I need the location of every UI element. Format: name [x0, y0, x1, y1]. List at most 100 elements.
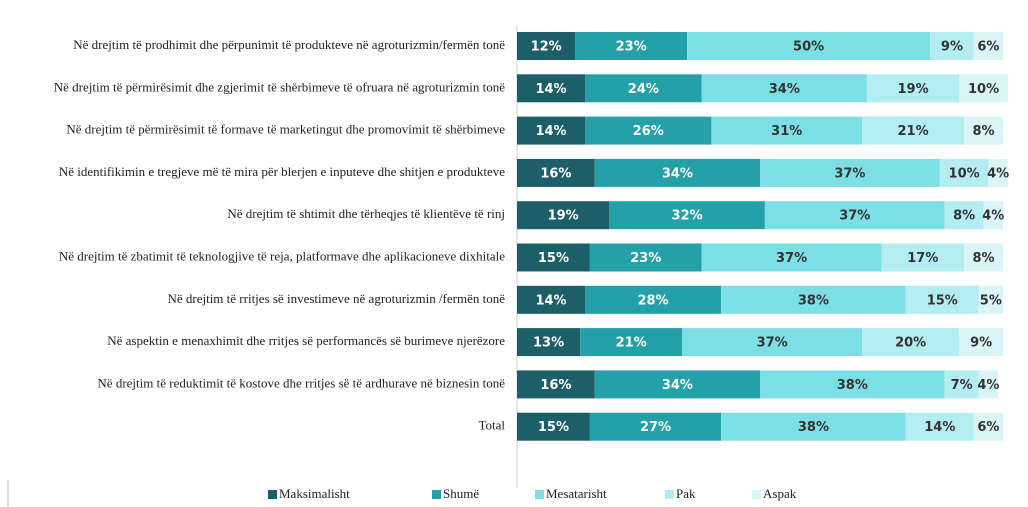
value-label: 6% [977, 420, 999, 435]
bar-segment [905, 412, 974, 441]
bar-segment [930, 32, 974, 60]
value-label: 16% [540, 166, 571, 181]
legend-label: Shumë [443, 486, 479, 501]
bar-segment [517, 243, 590, 272]
bar-segment [939, 158, 989, 187]
legend-swatch [432, 490, 441, 499]
bar-segment [721, 412, 906, 441]
bar-segment [959, 328, 1003, 357]
bar-segment [589, 243, 702, 272]
bar-segment [517, 116, 586, 145]
bar-segment [760, 370, 945, 399]
bar-segment [585, 116, 712, 145]
bar-segment [978, 285, 1003, 314]
bar-segment [862, 116, 965, 145]
bar-segment [575, 32, 688, 60]
value-label: 4% [987, 166, 1009, 181]
category-label: Në drejtim të prodhimit dhe përpunimit t… [73, 37, 505, 52]
value-label: 31% [771, 124, 802, 139]
value-label: 38% [798, 420, 829, 435]
value-label: 14% [535, 82, 566, 97]
bar-segment [589, 412, 722, 441]
bar-segment [701, 243, 882, 272]
bar-segment [585, 285, 722, 314]
bar-segment [964, 243, 1003, 272]
value-label: 15% [538, 420, 569, 435]
value-label: 19% [898, 82, 929, 97]
value-label: 14% [535, 293, 566, 308]
value-label: 16% [540, 378, 571, 393]
bar-segment [580, 328, 683, 357]
bar-segment [517, 285, 586, 314]
bar-segment [760, 158, 940, 187]
bar-segment [517, 32, 576, 60]
bar-segment [609, 201, 765, 230]
bar-segment [983, 201, 1003, 230]
value-label: 10% [949, 166, 980, 181]
value-label: 17% [907, 251, 938, 266]
bar-segment [594, 370, 760, 399]
value-label: 37% [839, 209, 870, 224]
value-label: 14% [924, 420, 955, 435]
legend-swatch [665, 490, 674, 499]
category-label: Në drejtim të përmirësimit dhe zgjerimit… [54, 79, 505, 94]
bar-segment [764, 201, 945, 230]
category-label: Në identifikimin e tregjeve më të mira p… [59, 164, 505, 179]
value-label: 5% [980, 293, 1002, 308]
legend-swatch [752, 490, 761, 499]
value-label: 12% [531, 40, 562, 55]
value-label: 24% [628, 82, 659, 97]
category-label: Në drejtim të përmirësimit të formave të… [66, 122, 505, 137]
value-label: 6% [977, 40, 999, 55]
bar-segment [701, 74, 867, 103]
bar-segment [973, 412, 1003, 441]
bar-segment [517, 328, 581, 357]
bar-segment [881, 243, 965, 272]
value-label: 23% [630, 251, 661, 266]
bar-segment [988, 158, 1008, 187]
value-label: 15% [927, 293, 958, 308]
bar-segment [517, 201, 610, 230]
bar-segment [517, 74, 586, 103]
value-label: 23% [616, 40, 647, 55]
value-label: 19% [548, 209, 579, 224]
value-label: 37% [834, 166, 865, 181]
value-label: 32% [672, 209, 703, 224]
category-label: Në drejtim të reduktimit të kostove dhe … [97, 375, 505, 390]
value-label: 7% [951, 378, 973, 393]
value-label: 14% [535, 124, 566, 139]
value-label: 34% [662, 378, 693, 393]
bar-segment [862, 328, 960, 357]
value-label: 37% [776, 251, 807, 266]
value-label: 4% [982, 209, 1004, 224]
bar-segment [866, 74, 960, 103]
value-label: 28% [638, 293, 669, 308]
category-label: Total [478, 418, 505, 433]
bar-segment [517, 370, 595, 399]
value-label: 4% [977, 378, 999, 393]
bar-segment [959, 74, 1008, 103]
legend-swatch [535, 490, 544, 499]
legend-swatch [268, 490, 277, 499]
bar-segment [585, 74, 702, 103]
category-label: Në drejtim të zbatimit të teknologjive t… [59, 248, 505, 263]
value-label: 8% [973, 124, 995, 139]
value-label: 21% [616, 336, 647, 351]
value-label: 34% [662, 166, 693, 181]
bar-segment [978, 370, 999, 399]
bar-segment [973, 32, 1003, 60]
value-label: 8% [953, 209, 975, 224]
bar-segment [687, 32, 931, 60]
category-label: Në aspektin e menaxhimit dhe rritjes së … [107, 333, 505, 348]
bar-segment [905, 285, 979, 314]
bar-segment [517, 412, 590, 441]
value-label: 8% [973, 251, 995, 266]
bar-segment [944, 370, 979, 399]
category-label: Në drejtim të shtimit dhe tërheqjes të k… [227, 206, 505, 221]
bar-segment [594, 158, 760, 187]
value-label: 15% [538, 251, 569, 266]
value-label: 9% [970, 336, 992, 351]
value-label: 9% [941, 40, 963, 55]
legend-label: Mesatarisht [546, 486, 607, 501]
